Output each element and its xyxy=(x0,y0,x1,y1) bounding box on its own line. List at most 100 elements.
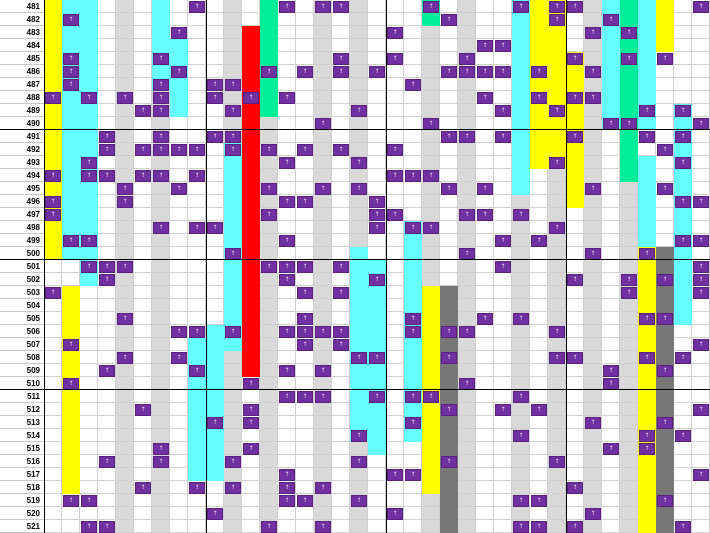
event-mark[interactable]: ↑ xyxy=(153,170,169,182)
event-mark[interactable]: ↑ xyxy=(369,222,385,234)
event-mark[interactable]: ↑ xyxy=(387,53,403,65)
event-mark[interactable]: ↑ xyxy=(297,287,313,299)
event-mark[interactable]: ↑ xyxy=(639,443,655,455)
event-mark[interactable]: ↑ xyxy=(369,352,385,364)
event-mark[interactable]: ↑ xyxy=(567,131,583,143)
event-mark[interactable]: ↑ xyxy=(279,482,295,494)
event-mark[interactable]: ↑ xyxy=(297,196,313,208)
event-mark[interactable]: ↑ xyxy=(351,105,367,117)
event-mark[interactable]: ↑ xyxy=(387,469,403,481)
event-mark[interactable]: ↑ xyxy=(693,261,709,273)
event-mark[interactable]: ↑ xyxy=(495,40,511,52)
event-mark[interactable]: ↑ xyxy=(423,222,439,234)
event-mark[interactable]: ↑ xyxy=(387,170,403,182)
event-mark[interactable]: ↑ xyxy=(315,183,331,195)
event-mark[interactable]: ↑ xyxy=(351,183,367,195)
event-mark[interactable]: ↑ xyxy=(639,352,655,364)
event-mark[interactable]: ↑ xyxy=(315,326,331,338)
event-mark[interactable]: ↑ xyxy=(441,131,457,143)
event-mark[interactable]: ↑ xyxy=(405,326,421,338)
event-mark[interactable]: ↑ xyxy=(603,14,619,26)
event-mark[interactable]: ↑ xyxy=(99,131,115,143)
event-mark[interactable]: ↑ xyxy=(153,144,169,156)
event-mark[interactable]: ↑ xyxy=(279,274,295,286)
event-mark[interactable]: ↑ xyxy=(81,521,97,533)
event-mark[interactable]: ↑ xyxy=(45,287,61,299)
event-mark[interactable]: ↑ xyxy=(675,105,691,117)
event-mark[interactable]: ↑ xyxy=(99,521,115,533)
event-mark[interactable]: ↑ xyxy=(675,521,691,533)
event-mark[interactable]: ↑ xyxy=(81,170,97,182)
event-mark[interactable]: ↑ xyxy=(63,235,79,247)
event-mark[interactable]: ↑ xyxy=(243,443,259,455)
event-mark[interactable]: ↑ xyxy=(189,365,205,377)
event-mark[interactable]: ↑ xyxy=(675,157,691,169)
event-mark[interactable]: ↑ xyxy=(153,92,169,104)
event-mark[interactable]: ↑ xyxy=(351,456,367,468)
event-mark[interactable]: ↑ xyxy=(297,66,313,78)
event-mark[interactable]: ↑ xyxy=(603,365,619,377)
event-mark[interactable]: ↑ xyxy=(513,521,529,533)
event-mark[interactable]: ↑ xyxy=(693,196,709,208)
event-mark[interactable]: ↑ xyxy=(603,443,619,455)
event-mark[interactable]: ↑ xyxy=(189,482,205,494)
event-mark[interactable]: ↑ xyxy=(135,404,151,416)
event-mark[interactable]: ↑ xyxy=(621,274,637,286)
event-mark[interactable]: ↑ xyxy=(153,131,169,143)
event-mark[interactable]: ↑ xyxy=(225,131,241,143)
event-mark[interactable]: ↑ xyxy=(99,144,115,156)
event-mark[interactable]: ↑ xyxy=(549,326,565,338)
event-mark[interactable]: ↑ xyxy=(675,430,691,442)
event-mark[interactable]: ↑ xyxy=(189,222,205,234)
event-mark[interactable]: ↑ xyxy=(657,417,673,429)
event-mark[interactable]: ↑ xyxy=(297,261,313,273)
event-mark[interactable]: ↑ xyxy=(477,209,493,221)
event-mark[interactable]: ↑ xyxy=(117,196,133,208)
event-mark[interactable]: ↑ xyxy=(675,196,691,208)
event-mark[interactable]: ↑ xyxy=(405,222,421,234)
event-mark[interactable]: ↑ xyxy=(207,92,223,104)
event-mark[interactable]: ↑ xyxy=(261,521,277,533)
event-mark[interactable]: ↑ xyxy=(567,521,583,533)
event-mark[interactable]: ↑ xyxy=(225,248,241,260)
event-mark[interactable]: ↑ xyxy=(405,170,421,182)
event-mark[interactable]: ↑ xyxy=(297,326,313,338)
event-mark[interactable]: ↑ xyxy=(333,144,349,156)
event-mark[interactable]: ↑ xyxy=(531,404,547,416)
event-mark[interactable]: ↑ xyxy=(657,365,673,377)
event-mark[interactable]: ↑ xyxy=(441,66,457,78)
event-mark[interactable]: ↑ xyxy=(225,144,241,156)
event-mark[interactable]: ↑ xyxy=(171,183,187,195)
event-mark[interactable]: ↑ xyxy=(549,222,565,234)
event-mark[interactable]: ↑ xyxy=(639,430,655,442)
event-mark[interactable]: ↑ xyxy=(549,157,565,169)
event-mark[interactable]: ↑ xyxy=(531,521,547,533)
event-mark[interactable]: ↑ xyxy=(459,66,475,78)
event-mark[interactable]: ↑ xyxy=(279,326,295,338)
event-mark[interactable]: ↑ xyxy=(585,27,601,39)
event-mark[interactable]: ↑ xyxy=(225,482,241,494)
event-mark[interactable]: ↑ xyxy=(495,66,511,78)
event-mark[interactable]: ↑ xyxy=(117,261,133,273)
event-mark[interactable]: ↑ xyxy=(225,326,241,338)
event-mark[interactable]: ↑ xyxy=(657,274,673,286)
event-mark[interactable]: ↑ xyxy=(333,287,349,299)
event-mark[interactable]: ↑ xyxy=(477,92,493,104)
event-mark[interactable]: ↑ xyxy=(99,274,115,286)
event-mark[interactable]: ↑ xyxy=(405,391,421,403)
event-mark[interactable]: ↑ xyxy=(81,235,97,247)
event-mark[interactable]: ↑ xyxy=(423,391,439,403)
event-mark[interactable]: ↑ xyxy=(387,27,403,39)
event-mark[interactable]: ↑ xyxy=(135,144,151,156)
event-mark[interactable]: ↑ xyxy=(459,53,475,65)
event-mark[interactable]: ↑ xyxy=(333,261,349,273)
event-mark[interactable]: ↑ xyxy=(387,508,403,520)
event-mark[interactable]: ↑ xyxy=(153,222,169,234)
event-mark[interactable]: ↑ xyxy=(63,339,79,351)
event-mark[interactable]: ↑ xyxy=(405,79,421,91)
event-mark[interactable]: ↑ xyxy=(81,261,97,273)
event-mark[interactable]: ↑ xyxy=(117,313,133,325)
event-mark[interactable]: ↑ xyxy=(81,495,97,507)
event-mark[interactable]: ↑ xyxy=(45,170,61,182)
event-mark[interactable]: ↑ xyxy=(225,79,241,91)
